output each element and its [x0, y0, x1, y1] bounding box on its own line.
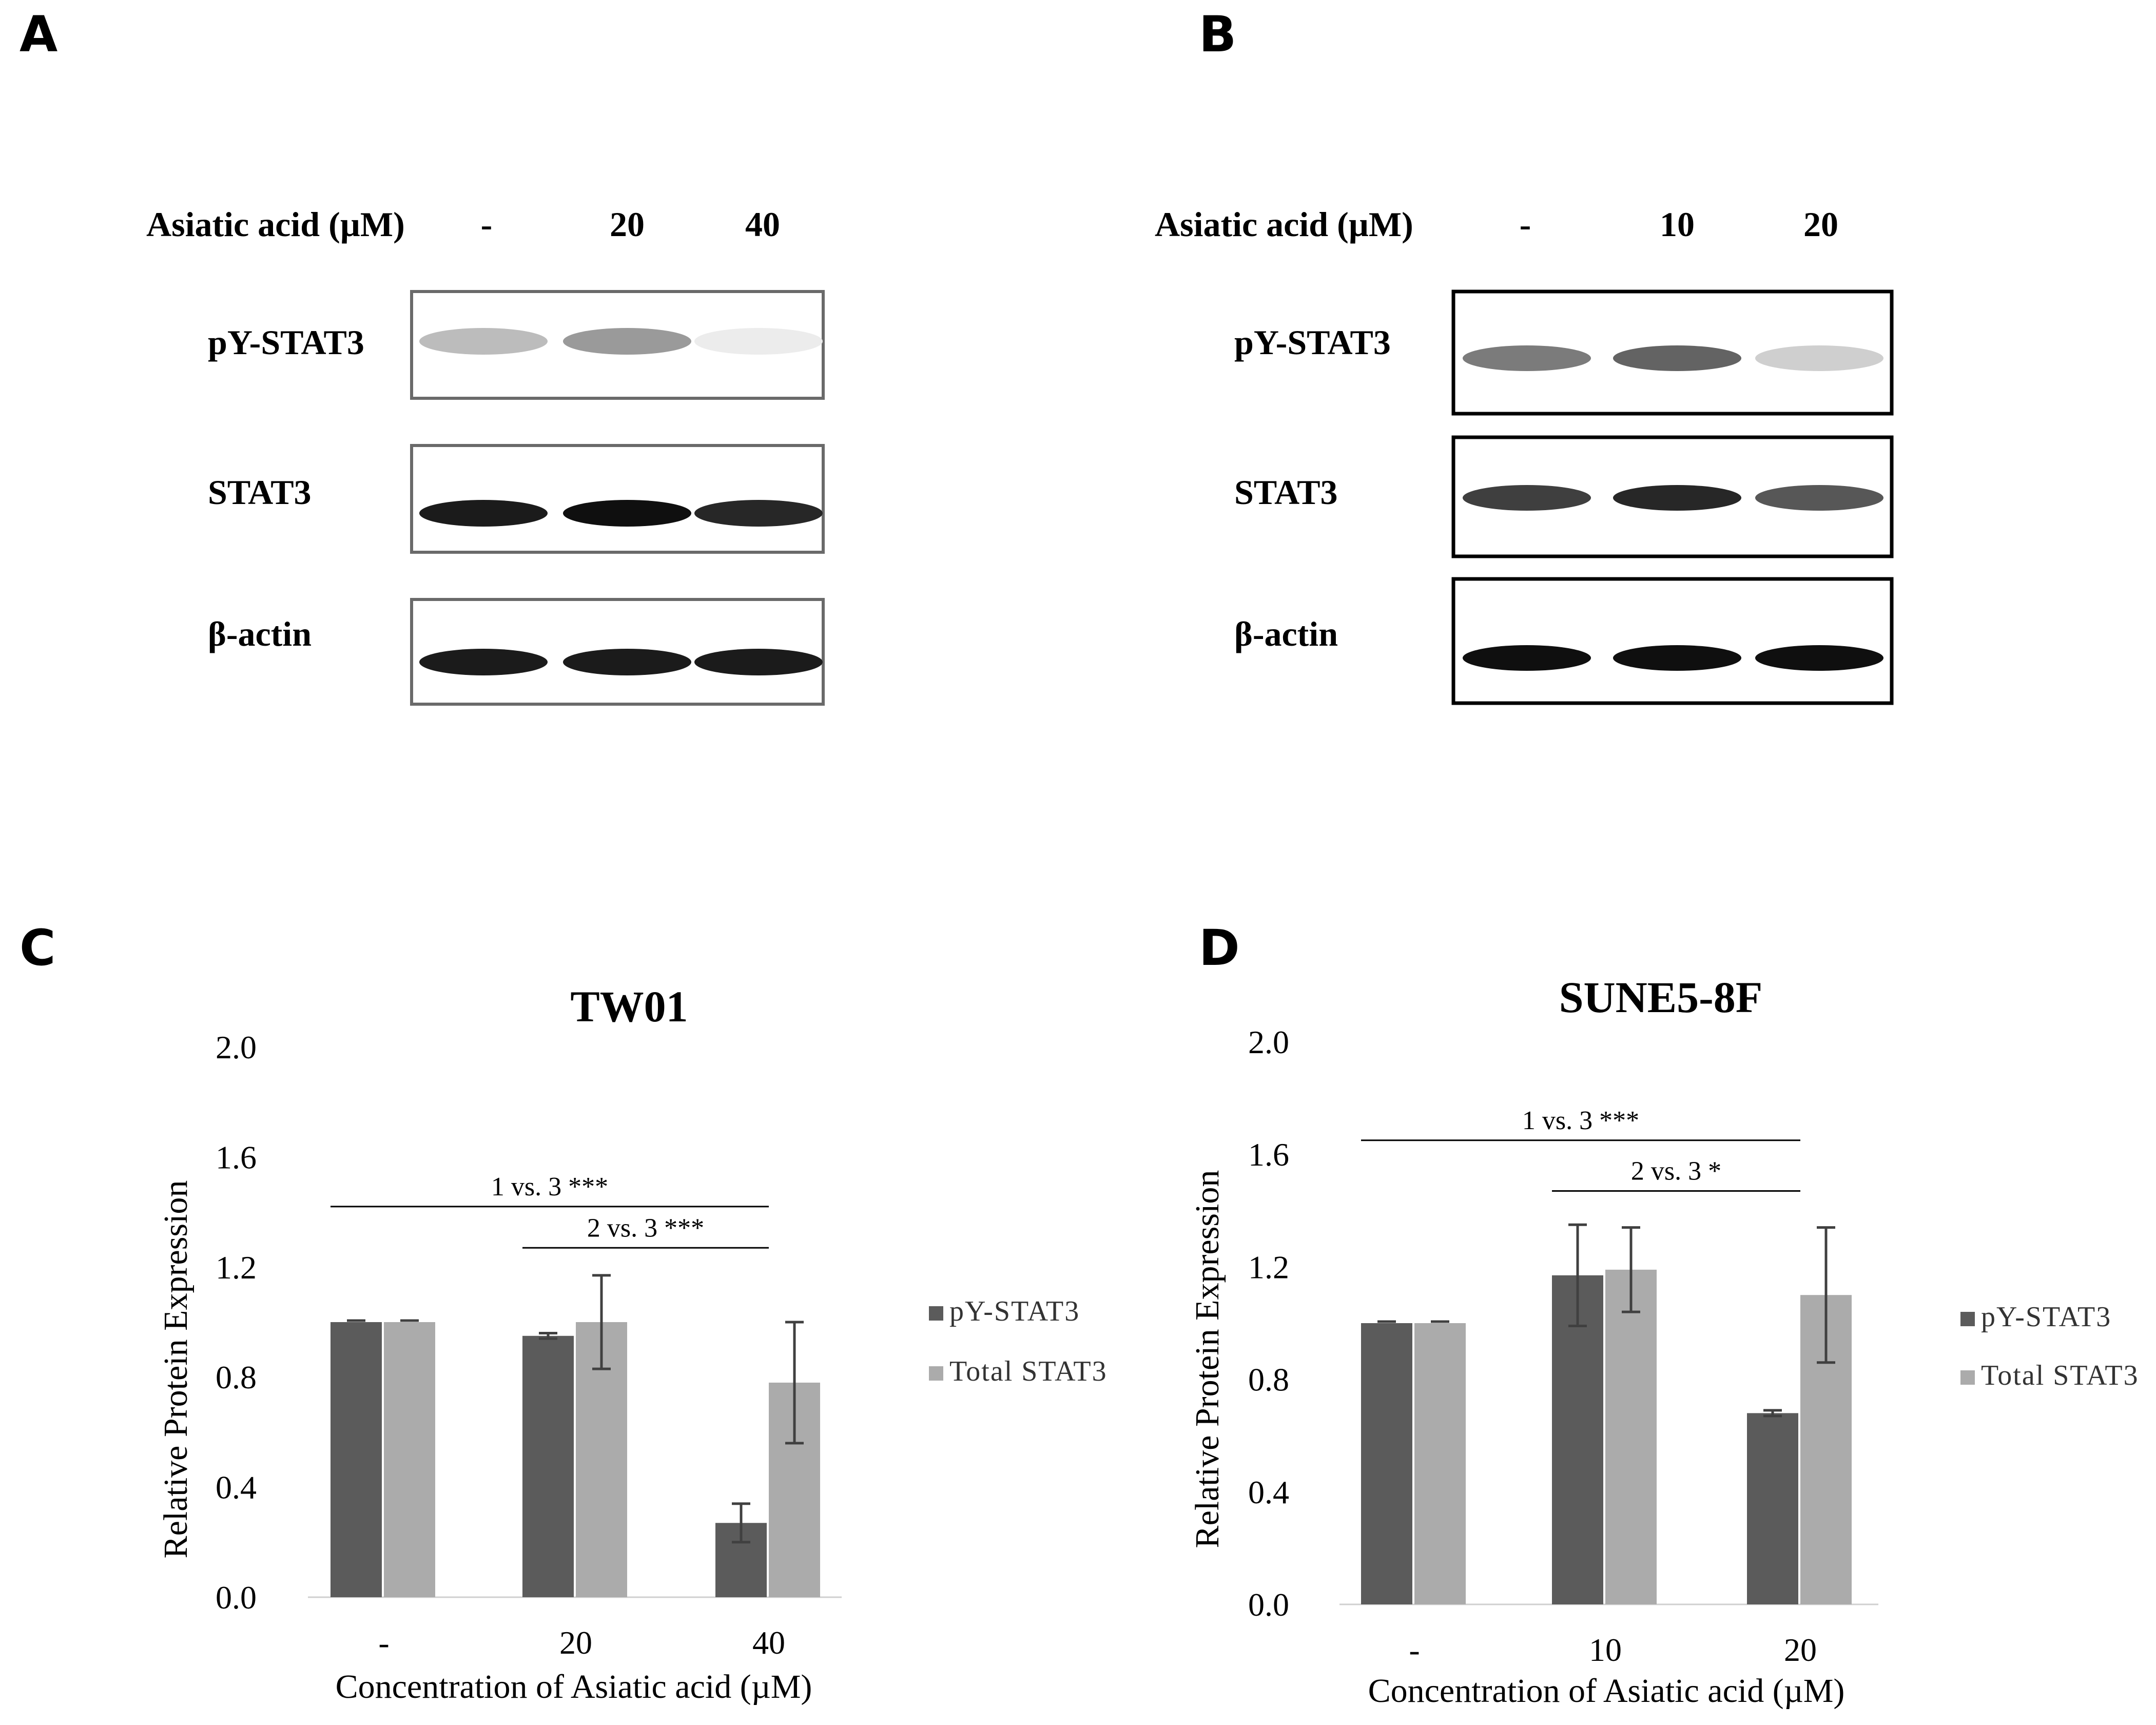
western-blot-a: Asiatic acid (µM) - 20 40 pY-STAT3 STAT3…: [146, 205, 825, 706]
x-tick-label: 10: [1589, 1632, 1622, 1668]
blot-lane-label: 20: [1803, 205, 1838, 244]
blot-band: [1613, 645, 1741, 671]
blot-band: [694, 500, 823, 527]
chart-plot-area: 0.0 0.4 0.8 1.2 1.6 2.0 - 10 20 1 vs. 3 *** 2 vs. …: [1248, 1024, 1878, 1668]
blot-band: [1755, 485, 1883, 511]
blot-row-label: β-actin: [1234, 614, 1338, 653]
blot-band: [419, 500, 548, 527]
legend-label: Total STAT3: [949, 1355, 1108, 1387]
legend-swatch-py-stat3: [1960, 1312, 1975, 1326]
y-tick-label: 2.0: [216, 1029, 257, 1065]
legend-label: pY-STAT3: [949, 1295, 1080, 1327]
blot-row-label: STAT3: [208, 473, 312, 512]
y-axis-label: Relative Protein Expression: [157, 1180, 195, 1559]
legend-swatch-py-stat3: [929, 1306, 943, 1321]
blot-band: [694, 328, 823, 355]
blot-row-label: pY-STAT3: [1234, 323, 1391, 362]
bar-py-stat3: [1361, 1323, 1412, 1604]
chart-title: TW01: [570, 982, 688, 1031]
bar-py-stat3: [1552, 1275, 1603, 1604]
blot-band: [1755, 345, 1883, 371]
blot-header-label: Asiatic acid (µM): [146, 205, 405, 244]
blot-band: [1613, 485, 1741, 511]
blot-frame: [1451, 577, 1894, 705]
legend-label: Total STAT3: [1981, 1360, 2139, 1391]
y-tick-label: 1.6: [1248, 1136, 1289, 1173]
legend-label: pY-STAT3: [1981, 1301, 2111, 1333]
chart-legend: pY-STAT3 Total STAT3: [1960, 1301, 2139, 1391]
blot-lane-label: 40: [745, 205, 780, 244]
chart-legend: pY-STAT3 Total STAT3: [929, 1295, 1108, 1387]
blot-band: [694, 649, 823, 675]
blot-band: [563, 649, 691, 675]
bar-py-stat3: [522, 1335, 574, 1597]
significance-label: 1 vs. 3 ***: [491, 1172, 608, 1201]
y-tick-label: 0.4: [216, 1469, 257, 1506]
blot-band: [1463, 485, 1591, 511]
significance-label: 2 vs. 3 *: [1631, 1156, 1721, 1186]
blot-band: [1463, 345, 1591, 371]
x-axis-label: Concentration of Asiatic acid (µM): [1368, 1672, 1845, 1710]
x-tick-label: 20: [1784, 1632, 1817, 1668]
blot-header-label: Asiatic acid (µM): [1155, 205, 1413, 244]
x-tick-label: 40: [752, 1624, 785, 1661]
blot-row-label: pY-STAT3: [208, 323, 364, 362]
blot-band: [1613, 345, 1741, 371]
blot-band: [419, 649, 548, 675]
x-tick-label: -: [378, 1624, 389, 1661]
y-tick-label: 0.8: [1248, 1362, 1289, 1398]
y-tick-label: 0.0: [1248, 1586, 1289, 1623]
y-tick-label: 1.2: [216, 1249, 257, 1286]
bar-total-stat3: [1605, 1269, 1657, 1604]
blot-lane-label: -: [481, 205, 493, 244]
significance-label: 2 vs. 3 ***: [587, 1213, 704, 1243]
legend-swatch-total-stat3: [1960, 1370, 1975, 1385]
chart-title: SUNE5-8F: [1559, 973, 1763, 1022]
blot-band: [563, 500, 691, 527]
bar-total-stat3: [1414, 1323, 1466, 1604]
bar-chart-d: SUNE5-8F Relative Protein Expression Con…: [1189, 973, 2139, 1710]
blot-band: [1755, 645, 1883, 671]
blot-lane-label: -: [1520, 205, 1531, 244]
y-tick-label: 2.0: [1248, 1024, 1289, 1060]
y-tick-label: 1.2: [1248, 1249, 1289, 1285]
blot-row-label: β-actin: [208, 614, 312, 653]
blot-frame: [410, 444, 825, 554]
x-tick-label: 20: [559, 1624, 592, 1661]
blot-band: [1463, 645, 1591, 671]
legend-swatch-total-stat3: [929, 1366, 943, 1381]
y-tick-label: 1.6: [216, 1139, 257, 1175]
blot-row-label: STAT3: [1234, 473, 1338, 512]
blot-band: [563, 328, 691, 355]
y-tick-label: 0.4: [1248, 1474, 1289, 1510]
panel-letter-d: D: [1199, 919, 1240, 977]
x-axis-label: Concentration of Asiatic acid (µM): [336, 1668, 812, 1705]
bar-py-stat3: [1747, 1413, 1798, 1604]
panel-letter-b: B: [1199, 6, 1236, 63]
chart-plot-area: 0.0 0.4 0.8 1.2 1.6 2.0 - 20 40 1 vs. 3 *** 2 vs. …: [216, 1029, 842, 1661]
y-tick-label: 0.0: [216, 1579, 257, 1616]
western-blot-b: Asiatic acid (µM) - 10 20 pY-STAT3 STAT3…: [1155, 205, 1894, 705]
panel-letter-a: A: [20, 6, 57, 63]
bar-py-stat3: [331, 1322, 382, 1597]
bar-chart-c: TW01 Relative Protein Expression Concent…: [157, 982, 1108, 1705]
y-tick-label: 0.8: [216, 1359, 257, 1395]
y-axis-label: Relative Protein Expression: [1189, 1170, 1226, 1548]
x-tick-label: -: [1409, 1632, 1420, 1668]
blot-band: [419, 328, 548, 355]
blot-lane-label: 10: [1660, 205, 1695, 244]
panel-letter-c: C: [20, 919, 55, 977]
blot-lane-label: 20: [610, 205, 645, 244]
significance-label: 1 vs. 3 ***: [1522, 1106, 1639, 1135]
bar-total-stat3: [384, 1322, 435, 1597]
